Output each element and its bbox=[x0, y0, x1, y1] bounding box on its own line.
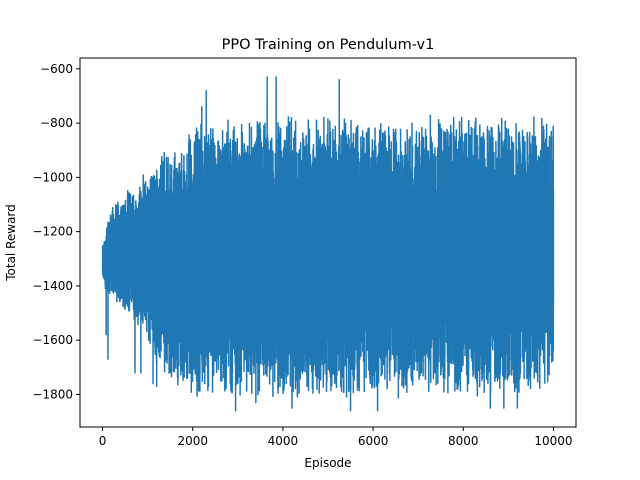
x-tick-label: 8000 bbox=[448, 434, 479, 448]
x-tick-label: 0 bbox=[99, 434, 107, 448]
chart-title: PPO Training on Pendulum-v1 bbox=[222, 37, 435, 53]
x-axis-label: Episode bbox=[304, 456, 351, 470]
x-tick-label: 10000 bbox=[534, 434, 572, 448]
y-axis-label: Total Reward bbox=[4, 204, 18, 282]
x-tick-label: 2000 bbox=[177, 434, 208, 448]
y-tick-label: −600 bbox=[40, 62, 73, 76]
y-tick-label: −1000 bbox=[32, 170, 73, 184]
plot-area bbox=[101, 76, 555, 412]
y-tick-label: −800 bbox=[40, 116, 73, 130]
y-axis: −1800 −1600 −1400 −1200 −1000 −800 −600 bbox=[32, 62, 80, 401]
y-tick-label: −1200 bbox=[32, 225, 73, 239]
x-axis: 0 2000 4000 6000 8000 10000 bbox=[99, 427, 573, 448]
series-line bbox=[101, 76, 555, 412]
axes-frame bbox=[79, 57, 577, 428]
y-tick-label: −1400 bbox=[32, 279, 73, 293]
y-tick-label: −1800 bbox=[32, 387, 73, 401]
x-tick-label: 4000 bbox=[268, 434, 299, 448]
y-tick-label: −1600 bbox=[32, 333, 73, 347]
x-tick-label: 6000 bbox=[358, 434, 389, 448]
